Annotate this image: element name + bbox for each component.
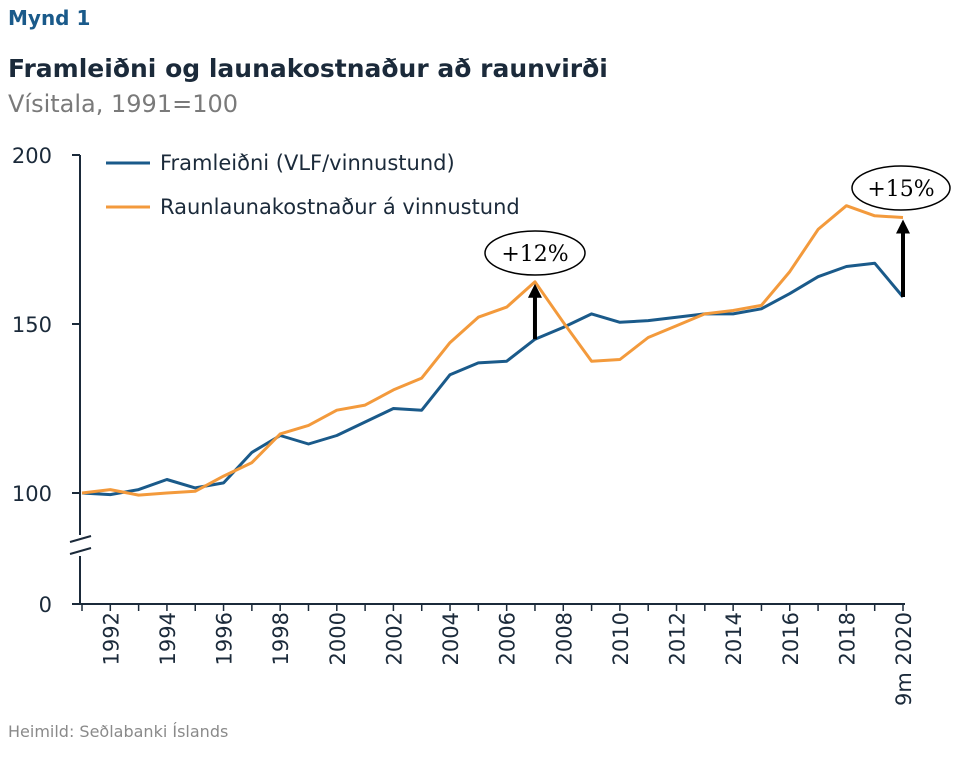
series-line-2 bbox=[81, 204, 904, 497]
x-tick-label: 2014 bbox=[722, 612, 746, 665]
axis-break-mark bbox=[69, 547, 92, 555]
legend-label-2: Raunlaunakostnaður á vinnustund bbox=[160, 195, 520, 219]
annotation-label: +12% bbox=[501, 242, 568, 267]
legend-label-1: Framleiðni (VLF/vinnustund) bbox=[160, 151, 455, 175]
source-note: Heimild: Seðlabanki Íslands bbox=[8, 722, 229, 741]
axis-break-mark bbox=[69, 535, 92, 543]
x-tick-label: 1994 bbox=[156, 612, 180, 665]
series-line-1 bbox=[81, 261, 905, 497]
x-tick-label: 1998 bbox=[269, 612, 293, 665]
chart-subtitle: Vísitala, 1991=100 bbox=[8, 90, 239, 118]
x-tick-label: 2012 bbox=[666, 612, 690, 665]
annotation-bubble bbox=[484, 230, 586, 276]
annotation-label: +15% bbox=[867, 177, 934, 202]
chart-title: Framleiðni og launakostnaður að raunvirð… bbox=[8, 54, 608, 83]
annotation-arrowhead bbox=[527, 283, 542, 298]
x-tick-label: 2002 bbox=[382, 612, 406, 665]
figure-label: Mynd 1 bbox=[8, 6, 91, 30]
x-tick-label: 2000 bbox=[326, 612, 350, 665]
annotation-bubble bbox=[851, 165, 951, 211]
x-tick-label: 2010 bbox=[609, 612, 633, 665]
y-tick-label: 0 bbox=[39, 593, 52, 617]
annotation-arrowhead bbox=[896, 219, 910, 234]
x-tick-label: 9m 2020 bbox=[892, 612, 916, 706]
y-tick-label: 150 bbox=[12, 313, 52, 337]
x-tick-label: 2008 bbox=[552, 612, 576, 665]
x-tick-label: 2016 bbox=[779, 612, 803, 665]
x-tick-label: 1996 bbox=[213, 612, 237, 665]
x-tick-label: 1992 bbox=[99, 612, 123, 665]
x-tick-label: 2018 bbox=[835, 612, 859, 665]
y-tick-label: 200 bbox=[12, 144, 52, 168]
x-tick-label: 2006 bbox=[496, 612, 520, 665]
x-tick-label: 2004 bbox=[439, 612, 463, 665]
y-tick-label: 100 bbox=[12, 482, 52, 506]
